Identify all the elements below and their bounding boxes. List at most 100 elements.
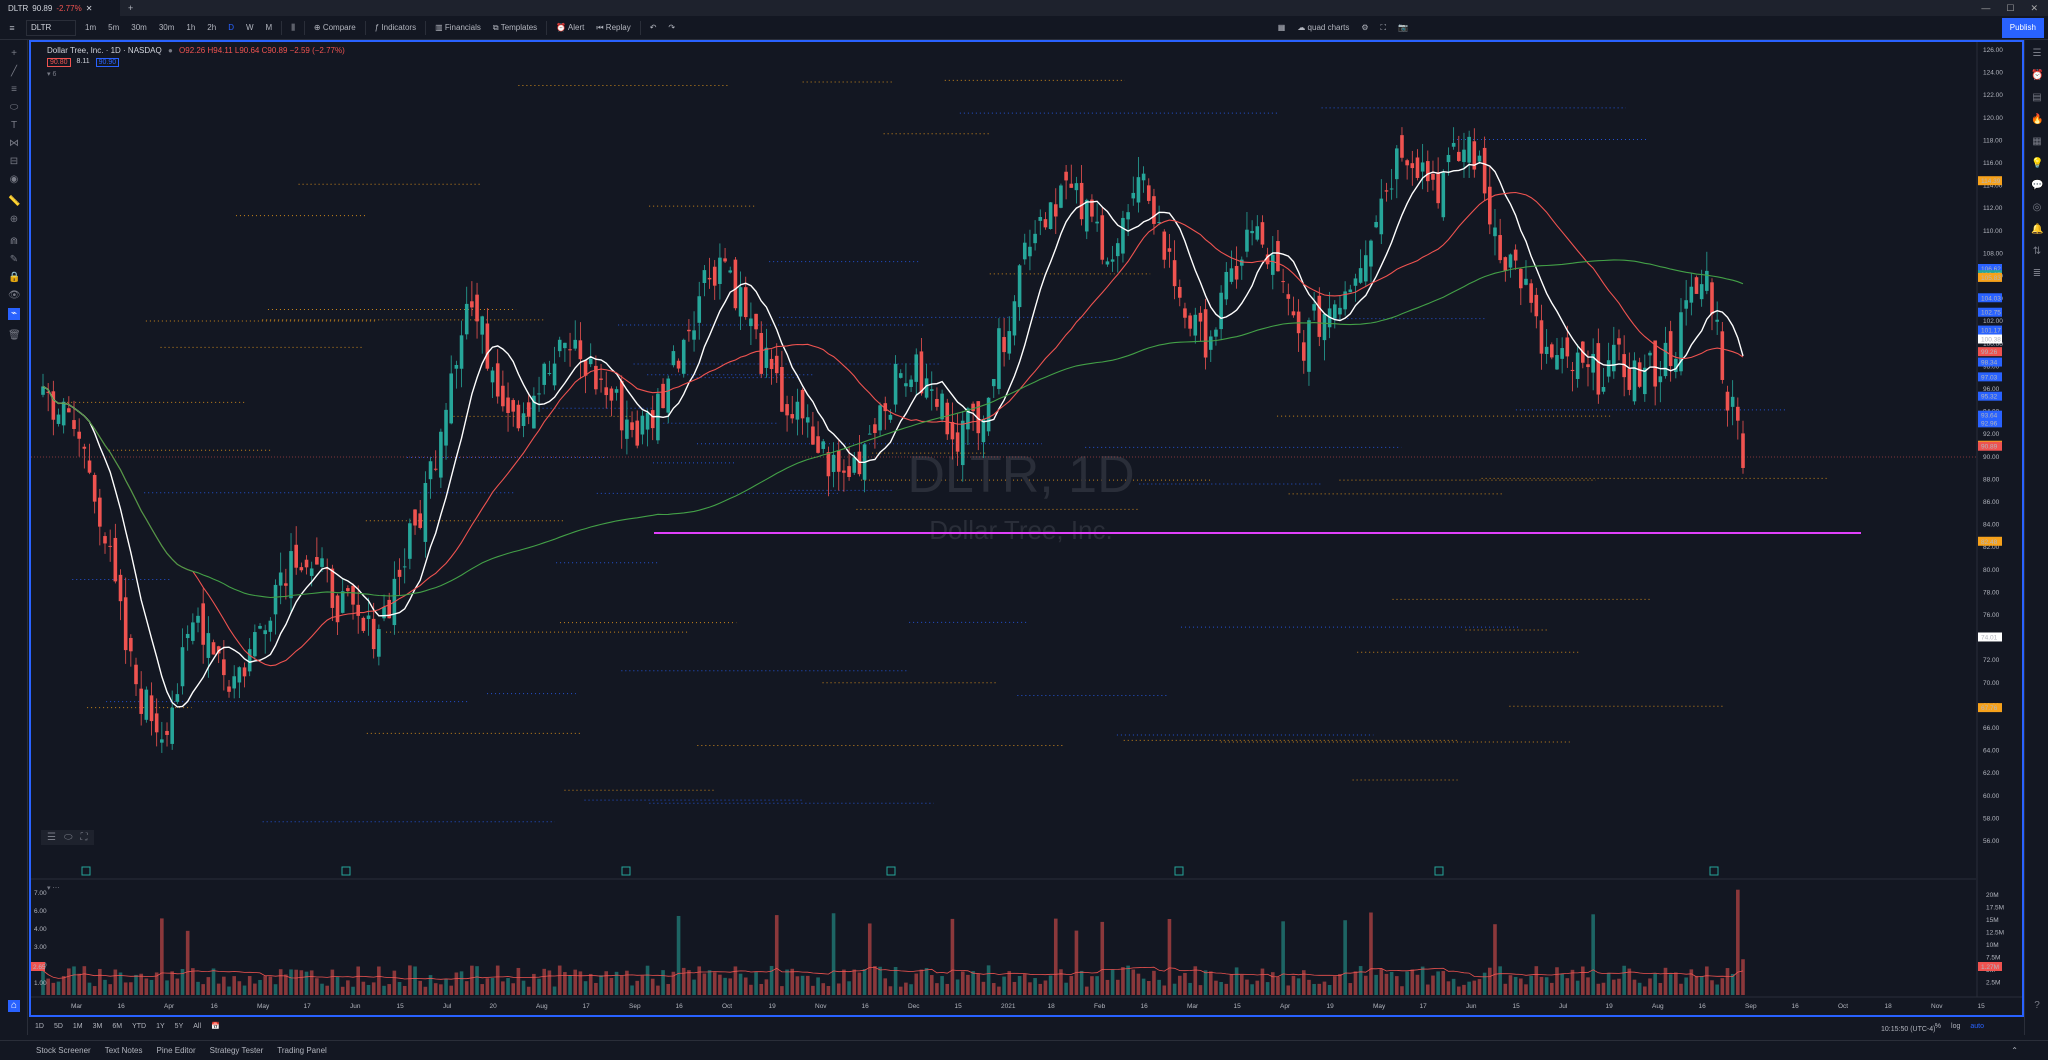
range-6m[interactable]: 6M (112, 1022, 123, 1030)
brand-logo-icon[interactable]: ⌂ (8, 1000, 20, 1012)
hotlist-icon[interactable]: 🔥 (2031, 114, 2044, 125)
alerts-icon[interactable]: ⏰ (2031, 70, 2044, 81)
stay-drawing-icon[interactable]: ✎ (9, 254, 19, 265)
trendline-icon[interactable]: ╱ (10, 66, 18, 77)
ideas-icon[interactable]: 💡 (2031, 158, 2044, 169)
watchlist-icon[interactable]: ☰ (2032, 48, 2042, 59)
chart-pane[interactable]: DLTR, 1D Dollar Tree, Inc. 126.00 124.00 1… (29, 40, 2024, 1033)
price-chart[interactable]: DLTR, 1D Dollar Tree, Inc. 126.00 124.00 1… (31, 42, 2022, 1015)
goto-date-icon[interactable]: 📅 (211, 1023, 220, 1030)
alert-button[interactable]: ⏰ Alert (556, 23, 585, 32)
maximize-icon[interactable]: ☐ (2006, 2, 2015, 13)
trash-icon[interactable]: 🗑 (8, 330, 21, 341)
chat-icon[interactable]: 💬 (2031, 180, 2044, 191)
settings-icon[interactable]: ⚙ (1361, 23, 1369, 32)
close-window-icon[interactable]: ✕ (2030, 2, 2038, 13)
measure-group-icon[interactable]: ⊟ (9, 156, 19, 167)
bar-style-icon[interactable]: ⫼ (291, 22, 295, 32)
legend-collapse-icon[interactable]: ▾ 6 (47, 71, 57, 78)
volume-bar (191, 968, 195, 995)
range-5d[interactable]: 5D (53, 1022, 63, 1030)
scale-percent-toggle[interactable]: % (1934, 1022, 1942, 1030)
legend-value-3[interactable]: 90.90 (95, 58, 120, 67)
stock-screener-tab[interactable]: Stock Screener (36, 1046, 91, 1055)
financials-button[interactable]: ▥ Financials (435, 23, 481, 32)
browser-tab[interactable]: DLTR 90.89 -2.77% ✕ (0, 0, 120, 16)
menu-icon[interactable]: ≡ (9, 22, 15, 33)
lock-icon[interactable]: 🔒 (8, 272, 21, 283)
snapshot-icon[interactable]: 📷 (1398, 23, 1409, 32)
interval-20m[interactable]: 30m (131, 23, 147, 32)
calendar-icon[interactable]: ▦ (2032, 136, 2042, 147)
volume-bar (1637, 982, 1642, 995)
collapse-panel-icon[interactable]: ⌃ (2011, 1046, 2018, 1055)
undo-icon[interactable]: ↶ (649, 23, 657, 32)
indicators-button[interactable]: ƒ Indicators (374, 23, 417, 32)
notifications-icon[interactable]: 🔔 (2031, 224, 2044, 235)
order-panel-icon[interactable]: ⇅ (2032, 246, 2042, 257)
legend-value-1[interactable]: 90.80 (47, 58, 71, 67)
visibility-icon[interactable]: 👁 (8, 290, 21, 301)
hide-icon[interactable]: ◉ (9, 174, 19, 185)
new-tab-icon[interactable]: + (128, 3, 134, 13)
crop-icon[interactable]: ⛶ (80, 832, 88, 843)
interval-d[interactable]: D (228, 23, 234, 32)
dom-icon[interactable]: ≣ (2032, 268, 2042, 279)
volume-bar (1286, 985, 1291, 995)
volume-legend-collapse-icon[interactable]: ▾ ⋯ (47, 885, 60, 892)
compare-button[interactable]: ⊕ Compare (313, 23, 356, 32)
legend-title[interactable]: Dollar Tree, Inc. · 1D · NASDAQ (47, 46, 162, 55)
price-badge-label: 74.01 (1981, 634, 1998, 641)
range-ytd[interactable]: YTD (132, 1022, 147, 1030)
range-3m[interactable]: 3M (92, 1022, 103, 1030)
replay-button[interactable]: ⏮ Replay (596, 22, 631, 32)
volume-bar (433, 983, 438, 995)
layout-grid-icon[interactable]: ▦ (1277, 23, 1286, 32)
layout-name[interactable]: ☁ quad charts (1297, 23, 1350, 32)
volume-scale: 7.006.004.003.002.001.002.6520M17.5M15M1… (31, 890, 2004, 987)
prediction-icon[interactable]: ⋈ (9, 138, 19, 149)
templates-button[interactable]: ⧉ Templates (492, 22, 538, 32)
symbol-search-input[interactable]: DLTR (26, 19, 76, 36)
range-1y[interactable]: 1Y (156, 1022, 165, 1030)
strategy-tester-tab[interactable]: Strategy Tester (209, 1046, 264, 1055)
pattern-icon[interactable]: ⬭ (9, 102, 19, 113)
text-notes-tab[interactable]: Text Notes (104, 1046, 143, 1055)
zoom-icon[interactable]: ⊕ (9, 214, 19, 225)
template-icon[interactable]: ☰ (47, 832, 56, 843)
scale-auto-toggle[interactable]: auto (1970, 1022, 1984, 1030)
ruler-icon[interactable]: 📏 (8, 196, 21, 207)
interval-1h[interactable]: 1h (186, 23, 196, 32)
help-icon[interactable]: ? (2034, 1000, 2040, 1011)
redo-icon[interactable]: ↷ (668, 23, 676, 32)
range-1d[interactable]: 1D (35, 1022, 44, 1030)
candle-body (191, 622, 195, 641)
interval-1m[interactable]: 1m (85, 23, 97, 32)
minimize-icon[interactable]: — (1981, 2, 1991, 13)
scale-log-toggle[interactable]: log (1951, 1022, 1961, 1030)
range-all[interactable]: All (193, 1022, 202, 1030)
magnet-icon[interactable]: ⋒ (9, 236, 19, 247)
shape-icon[interactable]: ⬭ (63, 832, 73, 843)
link-icon[interactable]: ⌁ (8, 308, 20, 320)
interval-30m[interactable]: 30m (158, 23, 175, 32)
volume-bar (831, 913, 836, 995)
time-scale[interactable]: Mar 16 Apr 16 May 17 Jun 15 Jul 20 Aug 17 Sep 16 Oct 19… (71, 1003, 1985, 1010)
interval-2h[interactable]: 2h (207, 23, 217, 32)
publish-button[interactable]: Publish (2001, 17, 2044, 38)
interval-m[interactable]: M (265, 23, 273, 32)
fullscreen-icon[interactable]: ⛶ (1380, 22, 1387, 32)
range-5y[interactable]: 5Y (174, 1022, 184, 1030)
range-1m[interactable]: 1M (72, 1022, 83, 1030)
fib-icon[interactable]: ≡ (11, 84, 17, 95)
pine-editor-tab[interactable]: Pine Editor (156, 1046, 196, 1055)
text-icon[interactable]: T (10, 120, 18, 131)
streams-icon[interactable]: ◎ (2032, 202, 2042, 213)
crosshair-icon[interactable]: + (11, 48, 17, 59)
interval-5m[interactable]: 5m (108, 23, 120, 32)
candles (41, 127, 1745, 753)
interval-w[interactable]: W (245, 23, 254, 32)
data-window-icon[interactable]: ▤ (2032, 92, 2042, 103)
trading-panel-tab[interactable]: Trading Panel (277, 1046, 327, 1055)
close-tab-icon[interactable]: ✕ (85, 3, 93, 13)
